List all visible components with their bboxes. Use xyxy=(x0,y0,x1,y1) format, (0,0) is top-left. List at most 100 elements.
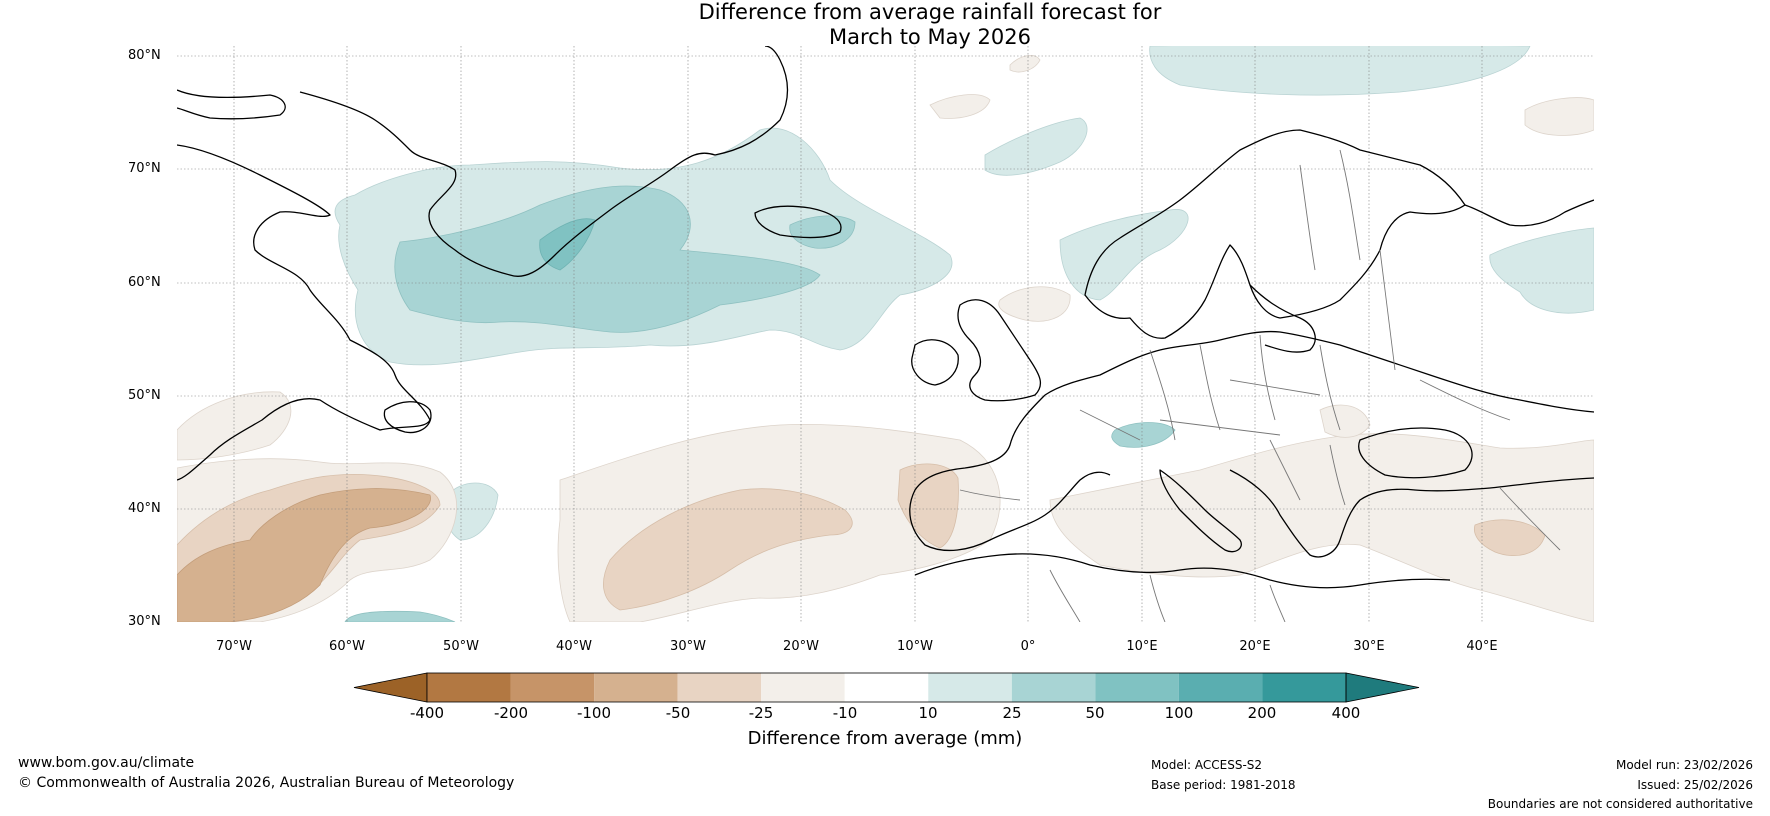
lat-label-50n: 50°N xyxy=(128,388,161,403)
colorbar-label-200: 200 xyxy=(1247,704,1277,722)
border-10 xyxy=(1339,149,1361,261)
footer-copyright: © Commonwealth of Australia 2026, Austra… xyxy=(18,775,515,791)
coast-black-sea xyxy=(1358,427,1473,479)
coast-canada-south xyxy=(177,89,286,120)
dry-region-west-atlantic-strong xyxy=(177,488,431,622)
border-12 xyxy=(1329,444,1346,506)
border-5 xyxy=(1319,344,1341,431)
footer-model-run: Model run: 23/02/2026 xyxy=(1615,758,1753,772)
lat-label-30n: 30°N xyxy=(128,614,161,629)
border-13 xyxy=(959,489,1021,501)
colorbar xyxy=(353,672,1420,703)
chart-title: Difference from average rainfall forecas… xyxy=(600,0,1260,50)
lat-label-80n: 80°N xyxy=(128,48,161,63)
lon-label-20e: 20°E xyxy=(1239,639,1271,654)
border-6 xyxy=(1379,249,1396,371)
lon-label-70w: 70°W xyxy=(216,639,252,654)
footer-website: www.bom.gov.au/climate xyxy=(18,755,195,771)
lon-label-0: 0° xyxy=(1020,639,1036,654)
wet-region-russia xyxy=(1489,227,1594,314)
border-9 xyxy=(1299,164,1316,271)
coast-newfoundland xyxy=(383,401,432,434)
border-17 xyxy=(1419,379,1511,421)
coast-europe-mainland xyxy=(1044,330,1594,413)
colorbar-label-100: 100 xyxy=(1164,704,1194,722)
lat-label-40n: 40°N xyxy=(128,501,161,516)
dry-region-canada xyxy=(177,391,292,461)
footer-base-period: Base period: 1981-2018 xyxy=(1151,778,1296,792)
lon-label-20w: 20°W xyxy=(783,639,819,654)
dry-region-mediterranean xyxy=(1049,433,1594,622)
dry-region-mid-atlantic-mid xyxy=(603,488,853,611)
colorbar-label-10: 10 xyxy=(918,704,938,722)
coast-balkans-greece xyxy=(1229,469,1594,558)
colorbar-label-neg25: -25 xyxy=(748,704,774,722)
footer-disclaimer: Boundaries are not considered authoritat… xyxy=(1487,797,1753,811)
wet-region-alps xyxy=(1111,422,1176,448)
colorbar-segment xyxy=(928,673,1012,702)
coast-british-isles xyxy=(957,299,1042,402)
coast-ireland xyxy=(911,339,959,386)
colorbar-segment xyxy=(594,673,678,702)
border-2 xyxy=(1149,349,1176,441)
coast-norway-scandinavia xyxy=(1084,129,1466,339)
colorbar-segment xyxy=(1178,673,1263,702)
border-7 xyxy=(1229,379,1321,396)
colorbar-frame xyxy=(426,672,1347,703)
graticule xyxy=(177,46,1594,622)
lon-label-10w: 10°W xyxy=(897,639,933,654)
lon-label-30w: 30°W xyxy=(670,639,706,654)
border-15 xyxy=(1149,574,1166,622)
lon-label-10e: 10°E xyxy=(1126,639,1158,654)
dry-region-barents xyxy=(1524,97,1594,136)
wet-region-core xyxy=(394,185,821,333)
lon-label-30e: 30°E xyxy=(1353,639,1385,654)
colorbar-segment xyxy=(1095,673,1179,702)
colorbar-segment xyxy=(844,673,929,702)
lon-label-40e: 40°E xyxy=(1466,639,1498,654)
colorbar-segment xyxy=(1262,673,1346,702)
colorbar-title: Difference from average (mm) xyxy=(747,728,1023,749)
lon-label-40w: 40°W xyxy=(556,639,592,654)
footer-issued: Issued: 25/02/2026 xyxy=(1637,778,1753,792)
colorbar-extend-low xyxy=(353,672,428,703)
colorbar-label-neg100: -100 xyxy=(576,704,612,722)
colorbar-segment xyxy=(427,673,511,702)
dry-region-arctic-2 xyxy=(1009,55,1041,73)
coastlines xyxy=(177,46,1594,589)
coast-baffin xyxy=(177,144,431,481)
border-16 xyxy=(1269,584,1286,622)
coast-greenland xyxy=(299,46,789,277)
colorbar-label-50: 50 xyxy=(1085,704,1105,722)
title-line-2: March to May 2026 xyxy=(829,25,1031,49)
lon-label-60w: 60°W xyxy=(329,639,365,654)
wet-region-iceland xyxy=(789,215,856,249)
lat-label-70n: 70°N xyxy=(128,161,161,176)
wet-region-svalbard xyxy=(1149,46,1531,96)
coast-italy xyxy=(1159,469,1242,553)
country-borders xyxy=(959,149,1561,622)
coast-north-africa xyxy=(914,553,1451,589)
wet-region-norwegian-sea xyxy=(984,117,1088,176)
lon-label-50w: 50°W xyxy=(443,639,479,654)
colorbar-label-25: 25 xyxy=(1002,704,1022,722)
coast-white-sea xyxy=(1464,199,1594,227)
border-3 xyxy=(1199,344,1221,431)
lat-label-60n: 60°N xyxy=(128,275,161,290)
wet-region-norway xyxy=(1059,209,1189,301)
colorbar-label-neg10: -10 xyxy=(832,704,858,722)
border-1 xyxy=(1079,409,1141,441)
dry-region-arctic-1 xyxy=(929,94,991,119)
footer-model: Model: ACCESS-S2 xyxy=(1151,758,1263,772)
colorbar-label-400: 400 xyxy=(1331,704,1361,722)
coast-france-iberia xyxy=(909,394,1111,552)
border-14 xyxy=(1049,569,1081,622)
dry-region-balkans xyxy=(1319,404,1371,438)
dry-region-north-sea xyxy=(998,286,1071,322)
border-11 xyxy=(1269,439,1301,501)
coast-baltic xyxy=(1249,284,1316,353)
wet-region-south-edge xyxy=(344,610,456,622)
colorbar-segment xyxy=(510,673,595,702)
coast-iceland xyxy=(754,205,842,239)
colorbar-segment xyxy=(677,673,762,702)
